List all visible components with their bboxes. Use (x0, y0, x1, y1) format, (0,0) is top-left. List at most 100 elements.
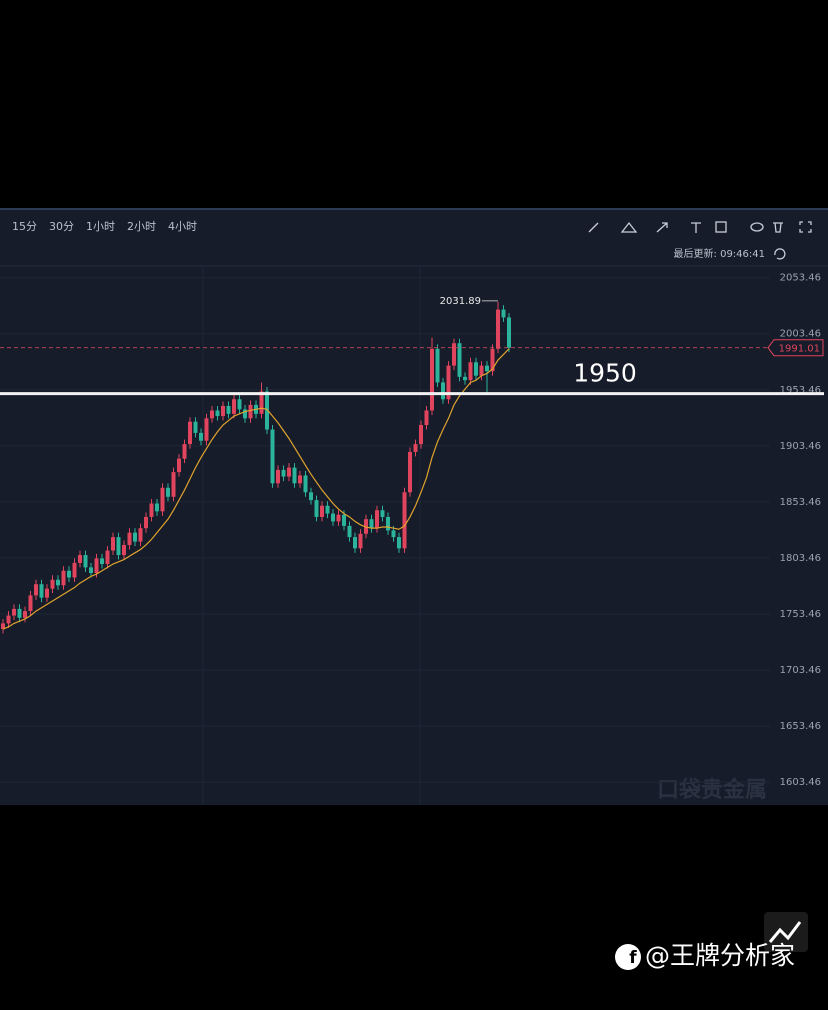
delete-icon[interactable] (773, 222, 783, 233)
candle-body (375, 510, 379, 529)
toolbar-icons (588, 221, 812, 260)
candle-body (89, 567, 93, 573)
candle-body (133, 532, 137, 542)
candle-body (94, 558, 99, 573)
y-tick-label: 1803.46 (780, 553, 821, 564)
toolbar: 15分 30分 1小时 2小时 4小时 (12, 220, 197, 233)
candle-body (391, 530, 396, 538)
candle-body (45, 588, 49, 598)
candle-body (369, 519, 374, 529)
candle-body (259, 391, 264, 414)
candle-body (182, 444, 187, 459)
interval-tab[interactable]: 1小时 (86, 220, 115, 233)
candle-body (441, 382, 445, 400)
logo-icon (768, 921, 802, 943)
y-tick-label: 1903.46 (780, 441, 821, 452)
candle-body (237, 399, 242, 410)
candle-body (490, 348, 495, 372)
candle-body (204, 418, 209, 441)
candle-body (457, 343, 462, 377)
candle-body (105, 550, 110, 565)
candle-body (56, 579, 60, 586)
candle-body (446, 365, 451, 400)
text-icon[interactable] (691, 222, 701, 233)
last-price-tag (767, 339, 824, 357)
candle-body (12, 608, 16, 616)
candle-body (243, 409, 247, 419)
candle-body (479, 365, 484, 376)
candle-body (408, 451, 412, 493)
candle-body (23, 611, 27, 618)
candle-body (309, 492, 313, 501)
candle-body (353, 537, 357, 549)
candle-body (122, 544, 126, 556)
candle-body (127, 532, 132, 545)
candle-body (215, 410, 220, 417)
candle-body (144, 516, 148, 529)
candle-body (67, 570, 71, 578)
plot: 2053.46 2003.46 1953.46 1903.46 1853.46 1803.… (0, 273, 824, 788)
platform-letter: f (629, 948, 637, 968)
y-tick-label: 1853.46 (780, 497, 821, 508)
candle-body (270, 429, 275, 484)
candle-body (380, 510, 385, 517)
y-tick-label: 1703.46 (780, 665, 821, 676)
candle-body (424, 410, 429, 426)
candle-body (78, 555, 82, 563)
candle-body (314, 500, 319, 517)
candle-body (276, 469, 280, 484)
candle-body (485, 365, 489, 372)
candle-body (160, 487, 165, 512)
candle-body (287, 467, 291, 477)
arrow-icon[interactable] (656, 222, 668, 233)
candle-body (177, 458, 181, 473)
interval-tab[interactable]: 30分 (49, 220, 74, 233)
candle-body (199, 432, 203, 441)
chart-panel (0, 208, 828, 805)
candle-body (116, 537, 121, 556)
candle-body (6, 615, 11, 624)
interval-tab[interactable]: 2小时 (127, 220, 156, 233)
candle-body (358, 533, 363, 549)
eye-icon[interactable] (750, 222, 764, 232)
max-label: 2031.89 (440, 296, 481, 307)
candle-body (50, 579, 55, 589)
candle-body (171, 472, 176, 497)
candle-body (336, 514, 341, 522)
footer-handle: @王牌分析家 (645, 941, 795, 970)
candle-body (193, 421, 198, 433)
candle-body (463, 376, 467, 381)
candle-body (100, 558, 104, 565)
candle-body (83, 555, 88, 568)
y-tick-label: 2003.46 (780, 329, 821, 340)
candle-body (298, 475, 302, 484)
fullscreen-icon[interactable] (799, 221, 812, 233)
y-tick-label: 1953.46 (780, 385, 821, 396)
candle-body (347, 525, 352, 538)
last-price-label: 1991.01 (779, 344, 820, 355)
candle-body (419, 425, 423, 445)
shape-icon[interactable] (620, 221, 638, 233)
interval-tab[interactable]: 15分 (12, 220, 37, 233)
candle-body (468, 362, 473, 381)
refresh-icon[interactable] (774, 248, 786, 260)
moving-average (2, 348, 510, 630)
interval-tab[interactable]: 4小时 (168, 220, 197, 233)
candle-body (325, 505, 330, 514)
pen-icon[interactable] (588, 222, 599, 233)
candle-body (210, 410, 214, 419)
y-tick-label: 1653.46 (780, 721, 821, 732)
ruler-icon[interactable] (715, 221, 727, 233)
candle-body (292, 467, 297, 484)
candle-body (232, 399, 236, 414)
candle-body (61, 570, 66, 586)
candle-body (386, 516, 390, 531)
candle-body (402, 492, 407, 549)
candle-body (138, 528, 143, 542)
y-tick-label: 2053.46 (780, 273, 821, 284)
candle-body (221, 405, 225, 417)
candle-body (331, 513, 335, 522)
candle-body (188, 421, 192, 445)
candle-body (265, 391, 269, 430)
